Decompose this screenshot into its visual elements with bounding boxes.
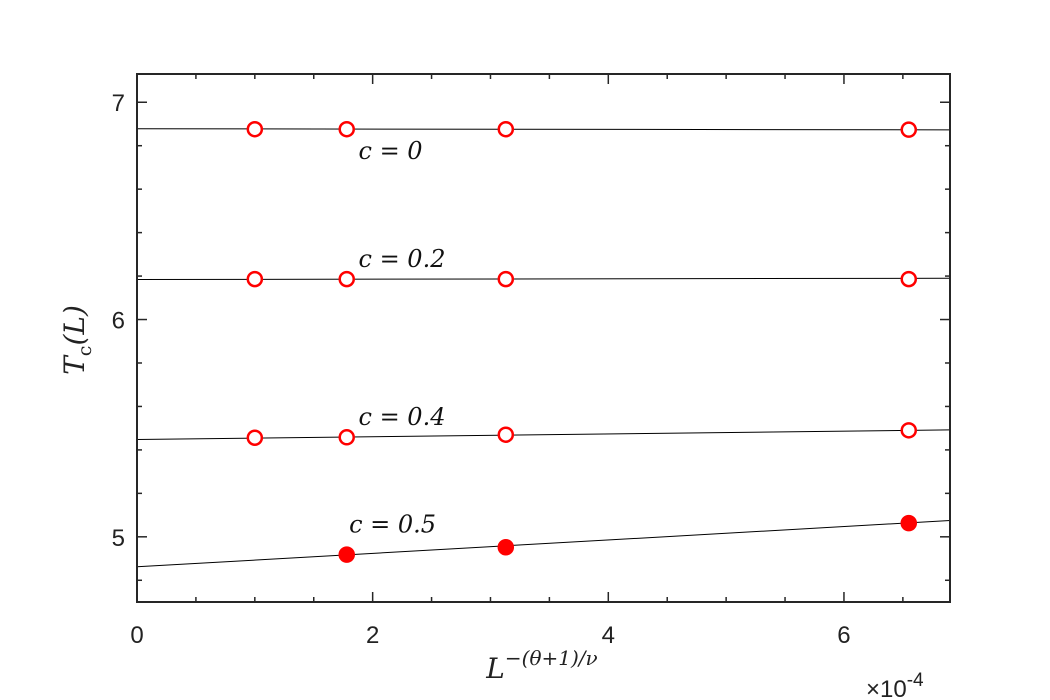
x-tick-label: 6 [837, 622, 850, 649]
data-point [900, 121, 918, 138]
data-point [497, 426, 515, 443]
x-axis-label: L−(θ+1)/ν [485, 646, 597, 685]
fit-line [136, 128, 951, 131]
x-exponent-label: ×10-4 [866, 670, 924, 700]
fit-line [136, 520, 951, 568]
series-label: c = 0 [359, 137, 423, 165]
data-point [900, 514, 918, 532]
data-point [338, 429, 355, 446]
data-point [338, 546, 355, 563]
y-axis-label: Tc(L) [58, 305, 96, 375]
data-point [246, 429, 264, 446]
fit-line [136, 277, 951, 281]
series-labels: c = 0 c = 0.2 c = 0.4 c = 0.5 [349, 137, 445, 539]
axis-ticks [136, 74, 950, 602]
data-point [497, 270, 515, 288]
y-tick-label: 5 [112, 525, 125, 552]
data-point [338, 270, 355, 288]
fit-line [136, 429, 951, 440]
plot-frame [136, 73, 951, 603]
data-point [338, 120, 355, 138]
data-point [497, 120, 515, 138]
data-point [246, 270, 264, 288]
fit-lines [136, 128, 951, 568]
series-label: c = 0.2 [359, 245, 446, 273]
series-label: c = 0.5 [349, 511, 436, 539]
data-points [246, 120, 918, 563]
series-label: c = 0.4 [359, 403, 446, 431]
data-point [900, 422, 918, 439]
tick-labels: 0 2 4 6 5 6 7 [112, 90, 851, 649]
x-tick-label: 2 [366, 622, 379, 649]
y-tick-label: 7 [112, 90, 125, 117]
data-point [246, 120, 264, 138]
x-tick-label: 0 [130, 622, 143, 649]
y-tick-label: 6 [112, 308, 125, 335]
data-point [900, 270, 918, 288]
x-tick-label: 4 [602, 622, 615, 649]
data-point [497, 538, 515, 556]
